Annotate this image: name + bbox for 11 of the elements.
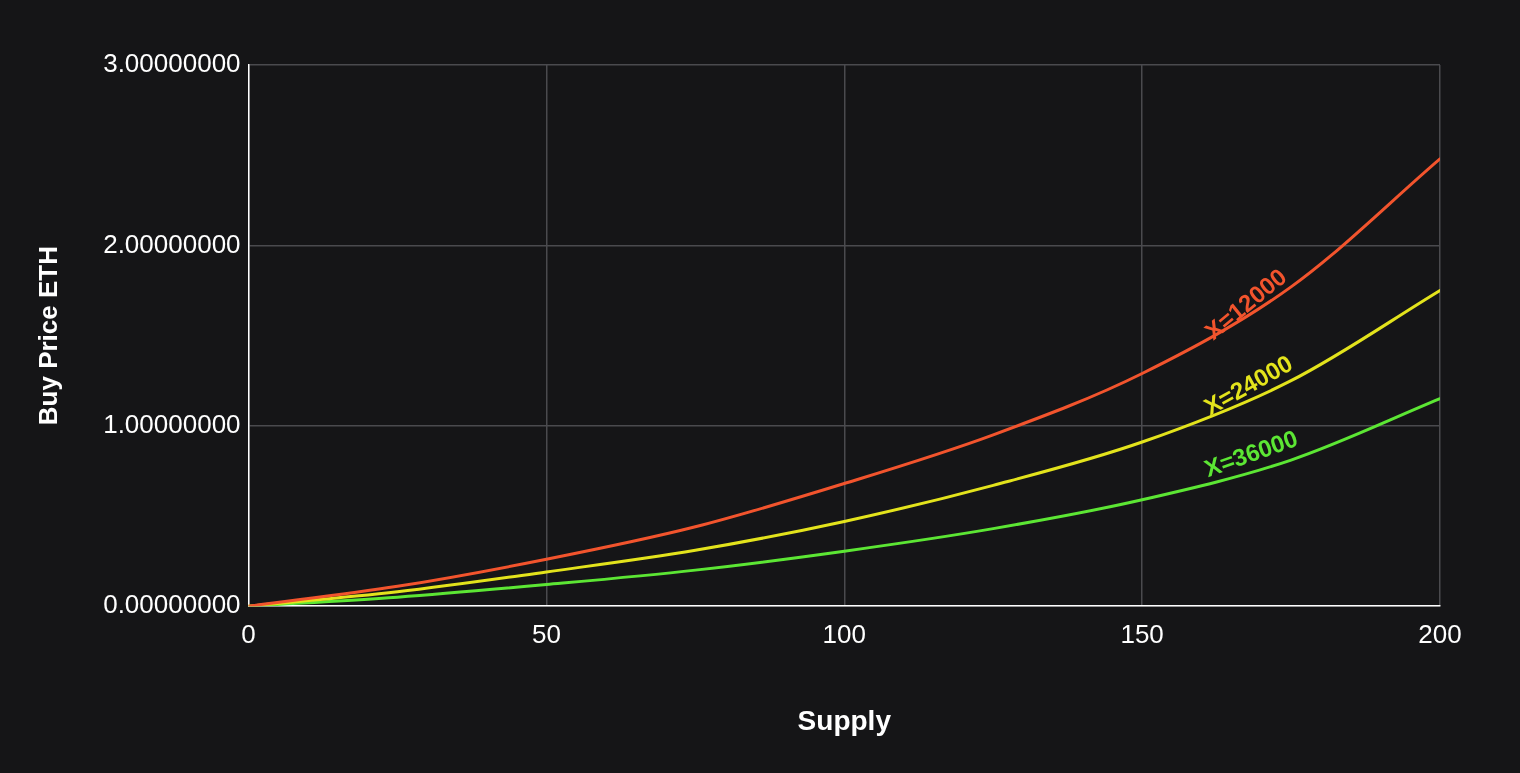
- x-tick-label: 150: [1120, 618, 1164, 649]
- x-tick-label: 100: [822, 618, 866, 649]
- y-tick-label: 3.00000000: [103, 48, 241, 79]
- y-axis-title: Buy Price ETH: [32, 246, 63, 426]
- x-tick-label: 50: [531, 618, 561, 649]
- y-tick-label: 2.00000000: [103, 228, 241, 259]
- y-tick-label: 0.00000000: [103, 589, 241, 620]
- x-tick-label: 200: [1418, 618, 1462, 649]
- y-tick-label: 1.00000000: [103, 408, 241, 439]
- x-axis-title: Supply: [797, 704, 892, 736]
- x-tick-label: 0: [241, 618, 256, 649]
